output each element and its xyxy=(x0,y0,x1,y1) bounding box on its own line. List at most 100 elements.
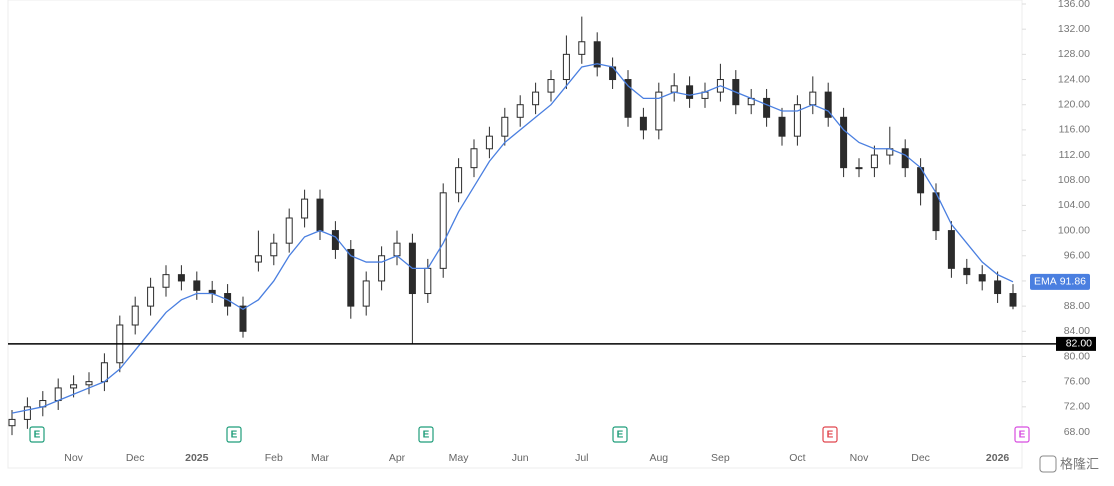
candle-body xyxy=(70,384,78,389)
candle-body xyxy=(301,198,309,219)
candle-body xyxy=(562,53,570,81)
candle-body xyxy=(840,116,848,169)
earnings-label: E xyxy=(1019,430,1026,441)
x-tick-label: Feb xyxy=(265,452,283,464)
earnings-label: E xyxy=(617,430,624,441)
candle-body xyxy=(362,280,370,307)
ema-tag-name: EMA xyxy=(1034,276,1057,288)
y-tick-label: 124.00 xyxy=(1058,73,1090,85)
candle-body xyxy=(131,305,139,326)
candle-body xyxy=(947,230,955,269)
y-tick-label: 96.00 xyxy=(1064,250,1090,262)
candle-body xyxy=(501,116,509,137)
candle-body xyxy=(639,116,647,131)
candle-body xyxy=(393,242,401,257)
candle-body xyxy=(254,255,262,263)
y-tick-label: 120.00 xyxy=(1058,98,1090,110)
x-tick-label: Mar xyxy=(311,452,330,464)
candle-body xyxy=(624,79,632,118)
hline-tag-label: 82.00 xyxy=(1066,338,1092,350)
watermark: 格隆汇 xyxy=(1039,455,1099,473)
candle-body xyxy=(162,274,170,288)
x-tick-label: Dec xyxy=(911,452,930,464)
candle-body xyxy=(239,305,247,332)
candle-body xyxy=(593,41,601,68)
x-tick-label: Nov xyxy=(850,452,869,464)
candle-body xyxy=(516,104,524,118)
candle-body xyxy=(347,248,355,307)
candle-body xyxy=(23,406,31,420)
candle-body xyxy=(763,97,771,118)
x-tick-label: 2026 xyxy=(986,452,1010,464)
watermark-text: 格隆汇 xyxy=(1060,456,1099,471)
candle-body xyxy=(85,381,93,386)
candle-body xyxy=(978,274,986,282)
x-tick-label: Aug xyxy=(649,452,668,464)
earnings-label: E xyxy=(34,430,41,441)
ema-line xyxy=(11,63,1014,414)
y-tick-label: 104.00 xyxy=(1058,199,1090,211)
y-tick-label: 100.00 xyxy=(1058,224,1090,236)
earnings-marker xyxy=(1014,426,1030,443)
candle-body xyxy=(870,154,878,169)
earnings-label: E xyxy=(423,430,430,441)
candle-body xyxy=(793,104,801,137)
y-tick-label: 136.00 xyxy=(1058,0,1090,10)
x-tick-label: Jun xyxy=(512,452,529,464)
y-tick-label: 72.00 xyxy=(1064,401,1090,413)
x-tick-label: Oct xyxy=(789,452,805,464)
candle-body xyxy=(147,286,155,307)
candle-body xyxy=(270,242,278,257)
y-tick-label: 132.00 xyxy=(1058,23,1090,35)
candle-body xyxy=(177,274,185,282)
y-tick-label: 108.00 xyxy=(1058,174,1090,186)
hline-tag xyxy=(1056,336,1096,351)
x-tick-label: Apr xyxy=(389,452,406,464)
candle-body xyxy=(193,280,201,291)
watermark-icon xyxy=(1039,455,1057,473)
ema-tag xyxy=(1030,273,1090,290)
candle-body xyxy=(54,387,62,402)
y-tick-label: 112.00 xyxy=(1059,149,1090,161)
y-tick-label: 84.00 xyxy=(1064,325,1090,337)
earnings-label: E xyxy=(827,430,834,441)
candle-body xyxy=(439,192,447,269)
candle-body xyxy=(1009,293,1017,307)
x-tick-label: Sep xyxy=(711,452,730,464)
candle-body xyxy=(655,91,663,131)
y-tick-label: 88.00 xyxy=(1064,300,1090,312)
candle-body xyxy=(470,148,478,169)
candle-body xyxy=(316,198,324,232)
earnings-marker xyxy=(822,426,838,443)
y-tick-label: 68.00 xyxy=(1064,426,1090,438)
candle-body xyxy=(994,280,1002,295)
x-tick-label: Dec xyxy=(126,452,145,464)
candle-body xyxy=(100,362,108,383)
candle-body xyxy=(285,217,293,244)
candle-body xyxy=(686,85,694,99)
candle-body xyxy=(963,267,971,276)
candle-body xyxy=(485,135,493,150)
earnings-marker xyxy=(612,426,628,443)
y-tick-label: 76.00 xyxy=(1064,375,1090,387)
y-tick-label: 80.00 xyxy=(1064,350,1090,362)
earnings-marker xyxy=(29,426,45,443)
x-tick-label: 2025 xyxy=(185,452,209,464)
x-tick-label: Jul xyxy=(575,452,588,464)
candle-body xyxy=(901,148,909,169)
x-tick-label: Nov xyxy=(64,452,83,464)
candle-body xyxy=(455,167,463,194)
candle-body xyxy=(809,91,817,106)
candle-body xyxy=(670,85,678,93)
candle-body xyxy=(778,116,786,137)
candle-body xyxy=(424,267,432,295)
candle-body xyxy=(578,41,586,55)
y-tick-label: 128.00 xyxy=(1058,48,1090,60)
candle-body xyxy=(855,167,863,170)
candle-body xyxy=(378,255,386,282)
candle-body xyxy=(547,79,555,93)
candle-body xyxy=(532,91,540,106)
x-tick-label: May xyxy=(449,452,470,464)
earnings-marker xyxy=(226,426,242,443)
